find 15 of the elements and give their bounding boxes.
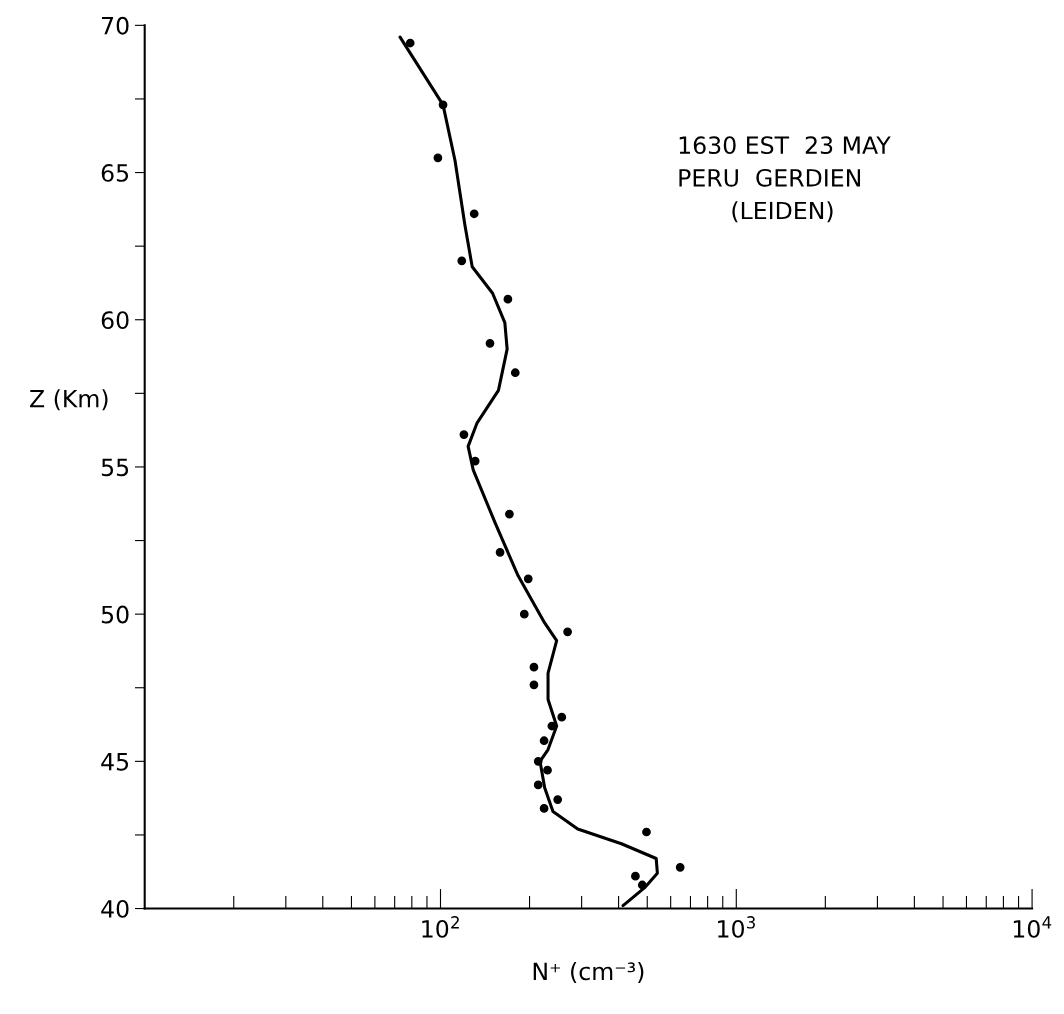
x-axis-title: N⁺ (cm⁻³) bbox=[533, 961, 644, 984]
annotation: PERU GERDIEN bbox=[679, 168, 861, 187]
x-tick-label: 10$^{4}$ bbox=[1013, 916, 1052, 938]
y-tick-label: 70 bbox=[102, 16, 129, 35]
y-tick-label: 55 bbox=[101, 458, 129, 477]
x-tick-label: 10$^{2}$ bbox=[422, 916, 459, 938]
y-tick-label: 60 bbox=[101, 311, 129, 330]
y-tick-label: 50 bbox=[101, 605, 129, 624]
y-tick-label: 45 bbox=[101, 753, 129, 771]
y-tick-label: 40 bbox=[101, 899, 129, 918]
y-axis-title: Z (Km) bbox=[30, 389, 108, 411]
y-tick-label: 65 bbox=[101, 164, 129, 182]
annotation: 1630 EST 23 MAY bbox=[679, 136, 891, 155]
x-tick-label: 10$^{3}$ bbox=[718, 916, 755, 938]
annotation: (LEIDEN) bbox=[732, 201, 833, 223]
